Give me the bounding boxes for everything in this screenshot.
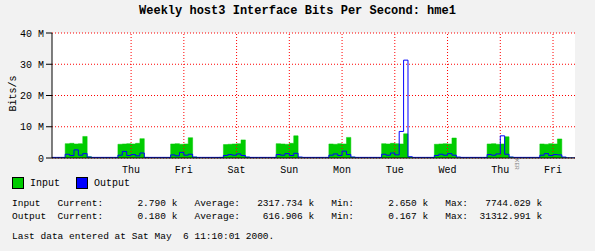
html-text:Input: Input [30, 177, 60, 189]
html-text:Output Current: 0.180 k Averag: Output Current: 0.180 k Average: 616.906… [12, 211, 543, 222]
svg-text:Mon: Mon [333, 165, 351, 175]
html-text:Weekly host3 Interface Bits Pe: Weekly host3 Interface Bits Per Second: … [139, 4, 456, 18]
svg-text:Tue: Tue [386, 165, 404, 175]
svg-text:Sun: Sun [280, 165, 298, 175]
svg-text:10 M: 10 M [20, 122, 44, 133]
html-text:Input Current: 2.790 k Average: Input Current: 2.790 k Average: 2317.734… [12, 198, 543, 209]
html-text:Output: Output [94, 177, 130, 189]
svg-text:Thu: Thu [491, 165, 509, 175]
svg-text:Sat: Sat [228, 165, 246, 175]
svg-text:0: 0 [38, 154, 44, 165]
svg-text:Fri: Fri [175, 165, 193, 175]
svg-text:30 M: 30 M [20, 60, 44, 71]
svg-text:40 M: 40 M [20, 29, 44, 40]
html-text:RRDTOOL / TOBI OETIKER: RRDTOOL / TOBI OETIKER [513, 90, 520, 170]
svg-text:Fri: Fri [544, 165, 562, 175]
svg-text:Wed: Wed [439, 165, 457, 175]
svg-text:Thu: Thu [122, 165, 140, 175]
html-text:Last data entered at Sat May 6: Last data entered at Sat May 6 11:10:01 … [12, 231, 275, 242]
svg-text:20 M: 20 M [20, 91, 44, 102]
html-text:Bits/s: Bits/s [7, 75, 19, 112]
